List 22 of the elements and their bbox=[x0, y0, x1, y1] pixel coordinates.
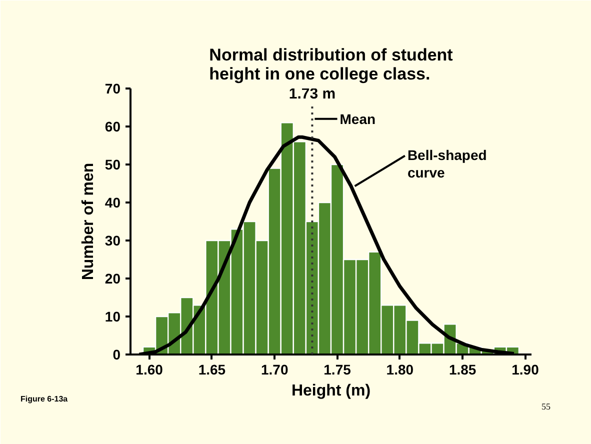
x-tick-label: 1.90 bbox=[512, 362, 540, 378]
x-tick-label: 1.75 bbox=[324, 362, 352, 378]
x-tick-label: 1.85 bbox=[448, 362, 476, 378]
caption: Figure 6-13a bbox=[20, 394, 68, 404]
y-tick-label: 0 bbox=[112, 346, 121, 362]
y-tick-label: 50 bbox=[104, 156, 121, 172]
x-tick-label: 1.70 bbox=[260, 362, 288, 378]
text: 55 bbox=[542, 402, 551, 412]
chart-title: Normal distribution of student height in one college class. bbox=[209, 46, 454, 84]
y-tick-label: 10 bbox=[104, 308, 121, 324]
x-tick-label: 1.65 bbox=[198, 362, 226, 378]
x-tick-label: 1.80 bbox=[386, 362, 414, 378]
y-tick-label: 70 bbox=[104, 80, 121, 96]
y-tick-label: 40 bbox=[104, 194, 121, 210]
y-axis-title: Number of men bbox=[80, 162, 97, 280]
y-tick-label: 30 bbox=[104, 232, 121, 248]
y-tick-label: 60 bbox=[104, 118, 121, 134]
y-tick-label: 20 bbox=[104, 270, 121, 286]
annotation: Mean bbox=[340, 110, 376, 127]
x-tick-label: 1.60 bbox=[136, 362, 164, 378]
legend-label: Bell-shaped curve bbox=[407, 146, 487, 181]
x-axis-title: Height (m) bbox=[291, 382, 371, 400]
